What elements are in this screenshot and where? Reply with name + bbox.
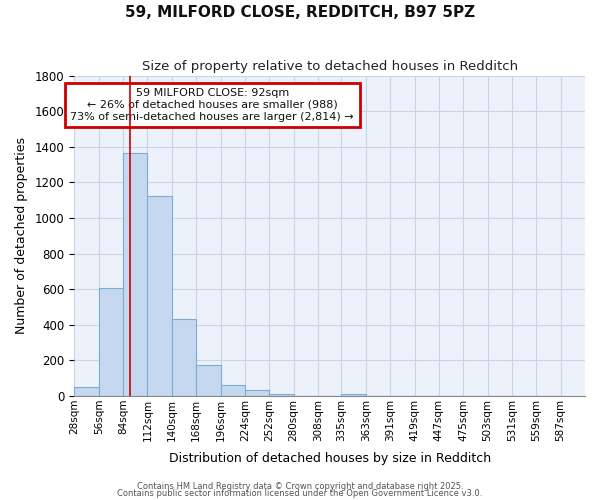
Text: 59, MILFORD CLOSE, REDDITCH, B97 5PZ: 59, MILFORD CLOSE, REDDITCH, B97 5PZ [125, 5, 475, 20]
Bar [341, 394, 366, 396]
Text: Contains HM Land Registry data © Crown copyright and database right 2025.: Contains HM Land Registry data © Crown c… [137, 482, 463, 491]
Bar [74, 387, 99, 396]
Y-axis label: Number of detached properties: Number of detached properties [15, 138, 28, 334]
Text: 59 MILFORD CLOSE: 92sqm
← 26% of detached houses are smaller (988)
73% of semi-d: 59 MILFORD CLOSE: 92sqm ← 26% of detache… [70, 88, 354, 122]
Text: Contains public sector information licensed under the Open Government Licence v3: Contains public sector information licen… [118, 490, 482, 498]
Bar [172, 320, 196, 396]
Bar [245, 390, 269, 396]
X-axis label: Distribution of detached houses by size in Redditch: Distribution of detached houses by size … [169, 452, 491, 465]
Bar [196, 365, 221, 396]
Bar [148, 196, 172, 396]
Bar [221, 386, 245, 396]
Bar [269, 394, 293, 396]
Bar [99, 288, 123, 396]
Bar [123, 153, 148, 396]
Title: Size of property relative to detached houses in Redditch: Size of property relative to detached ho… [142, 60, 518, 73]
